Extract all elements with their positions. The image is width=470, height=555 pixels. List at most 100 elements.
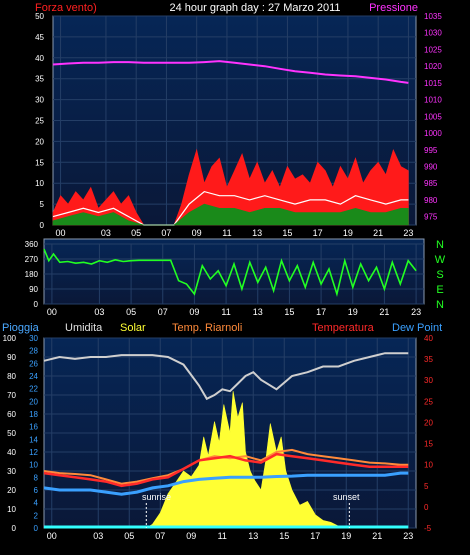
direction-line [43, 248, 417, 298]
wind-x-tick: 17 [313, 228, 323, 238]
pressure-y-tick: 990 [424, 162, 438, 171]
wind-x-tick: 05 [131, 228, 141, 238]
rain-y-tick: 8 [34, 473, 39, 482]
direction-panel-bg [43, 238, 425, 305]
rain-y-tick: 14 [29, 435, 38, 444]
compass-label: S [436, 269, 443, 281]
direction-x-tick: 17 [316, 307, 326, 317]
rain-y-tick: 2 [34, 511, 39, 520]
legend-dew-point: Dew Point [392, 322, 442, 334]
pressure-y-tick: 980 [424, 196, 438, 205]
direction-y-tick: 360 [25, 240, 39, 249]
axis-layer: 00 03 05 07 09 11 13 15 17 19 21 230510152025303540… [3, 12, 446, 541]
temp-y-tick: 5 [424, 482, 429, 491]
temp-y-tick: 25 [424, 397, 433, 406]
legend-temp-riarnoli: Temp. Riarnoli [172, 322, 242, 334]
sunrise-label: sunrise [142, 492, 171, 502]
rain-y-tick: 4 [34, 499, 39, 508]
temp-y-tick: -5 [424, 524, 432, 533]
wind-title: Forza vento) [35, 2, 97, 14]
temp-y-tick: 35 [424, 355, 433, 364]
pressure-y-tick: 1010 [424, 96, 442, 105]
compass-label: N [436, 299, 444, 311]
wind-x-tick: 19 [343, 228, 353, 238]
pressure-y-tick: 1000 [424, 129, 442, 138]
temp-x-tick: 17 [310, 531, 320, 541]
temp-x-tick: 21 [372, 531, 382, 541]
temperature-line [43, 452, 409, 488]
wind-x-tick: 13 [252, 228, 262, 238]
legend-solar: Solar [120, 322, 146, 334]
rain-y-tick: 22 [29, 385, 38, 394]
temp-x-tick: 23 [403, 531, 413, 541]
wind-x-tick: 07 [161, 228, 171, 238]
dew-point-line [43, 471, 409, 496]
temp-x-tick: 19 [341, 531, 351, 541]
temp-x-tick: 07 [155, 531, 165, 541]
temp-x-tick: 13 [248, 531, 258, 541]
humidity-y-tick: 10 [7, 505, 16, 514]
temp-y-tick: 40 [424, 334, 433, 343]
direction-x-tick: 07 [158, 307, 168, 317]
humidity-y-tick: 70 [7, 391, 16, 400]
wind-x-tick: 15 [282, 228, 292, 238]
rain-y-tick: 18 [29, 410, 38, 419]
direction-x-tick: 15 [284, 307, 294, 317]
wind-y-tick: 5 [40, 200, 45, 209]
wind-x-tick: 23 [403, 228, 413, 238]
series-layer [43, 60, 417, 529]
humidity-y-tick: 20 [7, 486, 16, 495]
direction-x-tick: 00 [47, 307, 57, 317]
temp-x-tick: 11 [218, 531, 227, 541]
compass-label: W [435, 254, 446, 266]
temp-x-tick: 00 [47, 531, 57, 541]
temp-x-tick: 05 [124, 531, 134, 541]
temp-riarnoli-line [43, 448, 409, 485]
direction-x-tick: 13 [253, 307, 263, 317]
legend-temperatura: Temperatura [312, 322, 375, 334]
direction-y-tick: 0 [34, 300, 39, 309]
wind-average-area [52, 203, 409, 226]
wind-x-tick: 21 [373, 228, 383, 238]
pressure-y-tick: 1005 [424, 112, 442, 121]
rain-y-tick: 26 [29, 359, 38, 368]
rain-y-tick: 28 [29, 347, 38, 356]
wind-y-tick: 20 [35, 137, 44, 146]
direction-x-tick: 03 [94, 307, 104, 317]
direction-x-tick: 11 [221, 307, 230, 317]
wind-x-tick: 11 [222, 228, 231, 238]
humidity-y-tick: 80 [7, 372, 16, 381]
wind-y-tick: 35 [35, 75, 44, 84]
rain-y-tick: 16 [29, 423, 38, 432]
pressure-y-tick: 1035 [424, 12, 442, 21]
graph-date-title: 24 hour graph day : 27 Marzo 2011 [169, 2, 340, 14]
temp-x-tick: 09 [186, 531, 196, 541]
temp-x-tick: 03 [93, 531, 103, 541]
wind-y-tick: 25 [35, 117, 44, 126]
humidity-y-tick: 0 [12, 524, 17, 533]
humidity-y-tick: 50 [7, 429, 16, 438]
wind-x-tick: 00 [56, 228, 66, 238]
rain-y-tick: 20 [29, 397, 38, 406]
rain-y-tick: 30 [29, 334, 38, 343]
wind-x-tick: 03 [101, 228, 111, 238]
wind-y-tick: 50 [35, 12, 44, 21]
humidity-y-tick: 60 [7, 410, 16, 419]
temp-y-tick: 10 [424, 461, 433, 470]
legend-pioggia: Pioggia [2, 322, 40, 334]
rain-y-tick: 6 [34, 486, 39, 495]
compass-label: E [436, 284, 443, 296]
pressure-title: Pressione [369, 2, 418, 14]
direction-y-tick: 90 [29, 285, 38, 294]
wind-y-tick: 40 [35, 54, 44, 63]
wind-speed-area [52, 148, 409, 226]
rain-y-tick: 10 [29, 461, 38, 470]
rain-y-tick: 24 [29, 372, 38, 381]
pressure-y-tick: 975 [424, 213, 438, 222]
direction-x-tick: 19 [348, 307, 358, 317]
wind-y-tick: 15 [35, 158, 44, 167]
direction-y-tick: 270 [25, 255, 39, 264]
pressure-y-tick: 1025 [424, 45, 442, 54]
wind-y-tick: 30 [35, 96, 44, 105]
